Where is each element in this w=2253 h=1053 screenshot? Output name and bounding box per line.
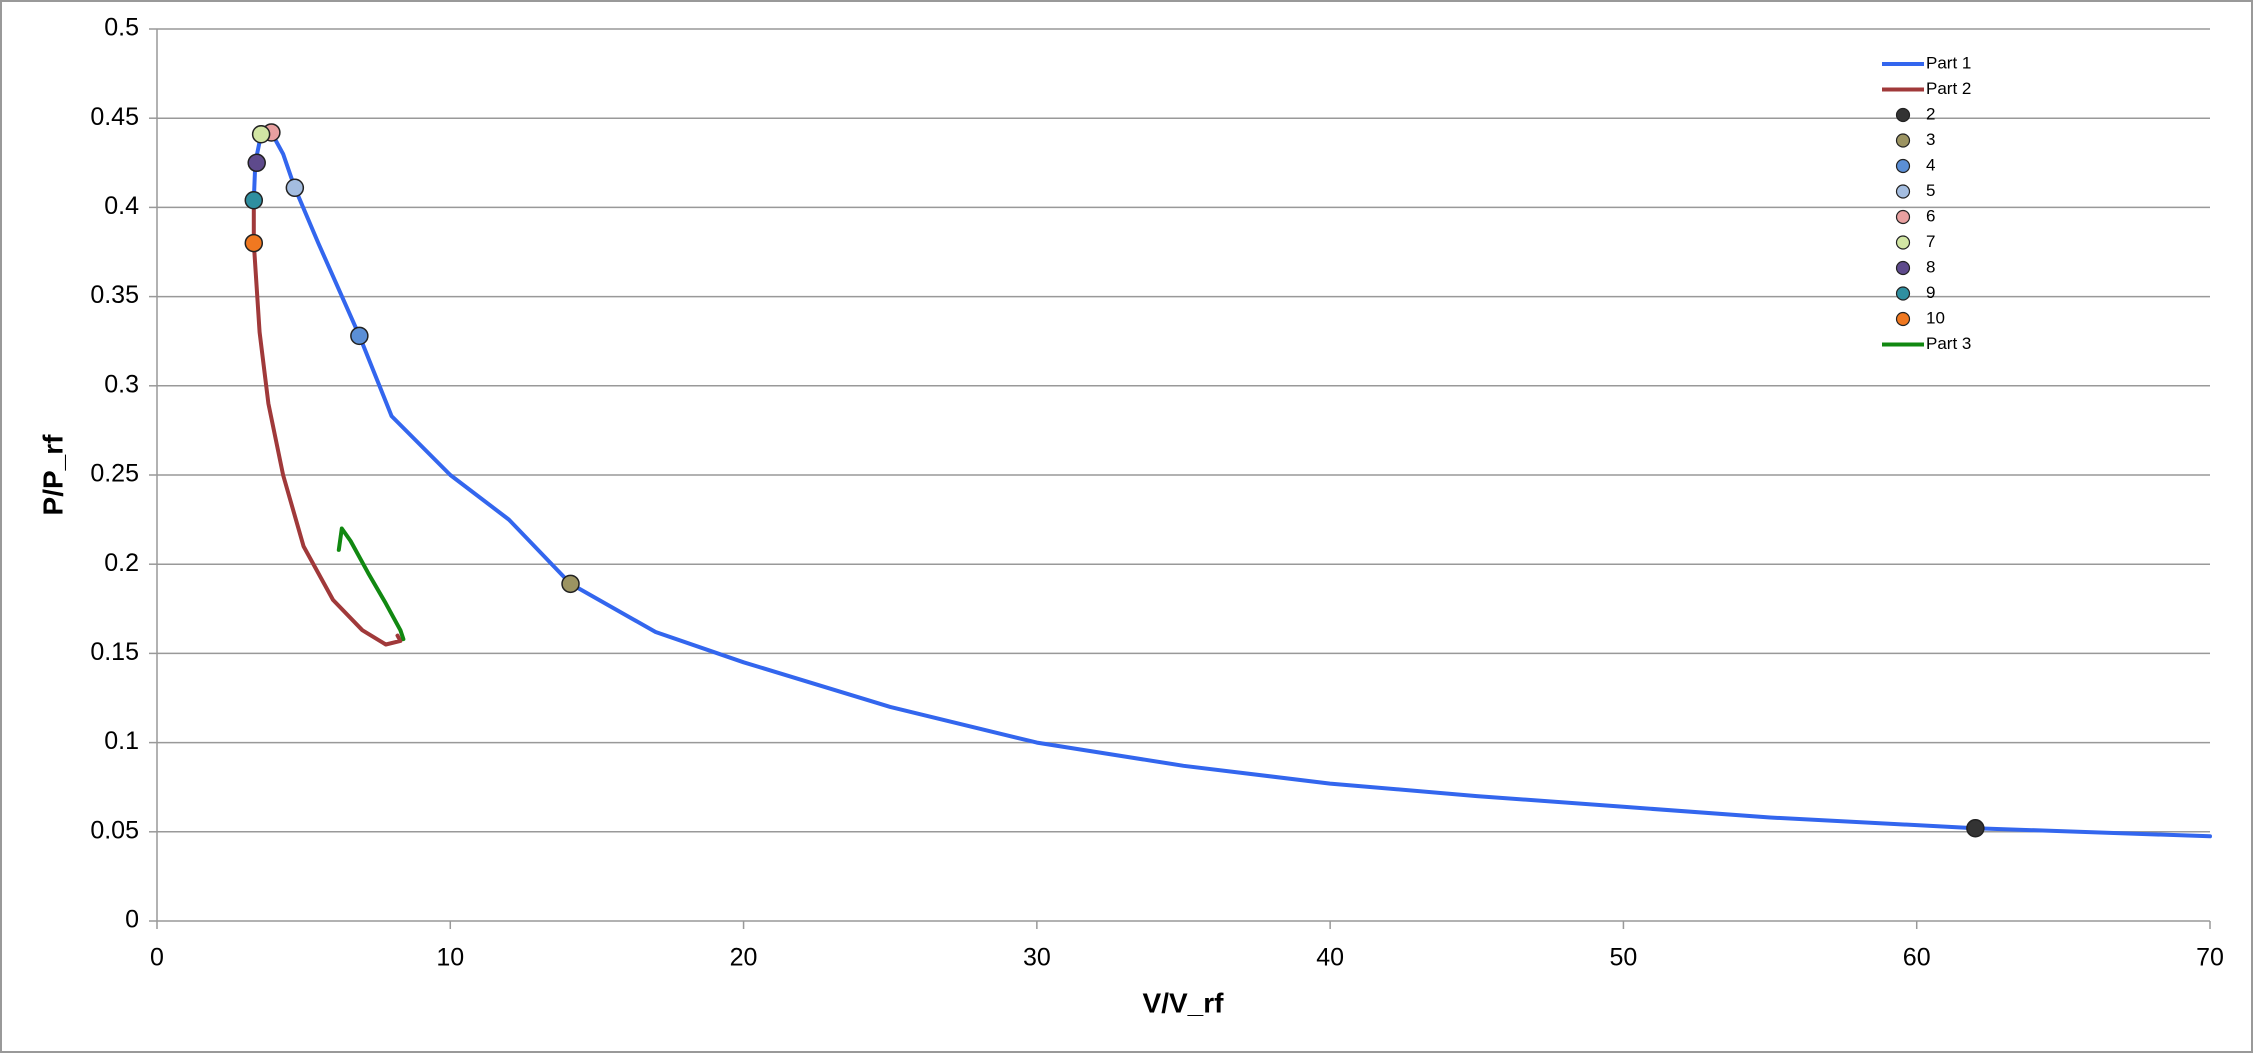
x-tick-label: 0 bbox=[150, 944, 164, 972]
legend-swatch bbox=[1895, 311, 1911, 327]
y-tick-label: 0 bbox=[125, 906, 139, 934]
point bbox=[244, 191, 264, 210]
legend-swatch bbox=[1895, 286, 1911, 301]
legend-label: 9 bbox=[1926, 283, 1935, 302]
legend-label: 3 bbox=[1926, 130, 1935, 149]
legend-label: Part 1 bbox=[1926, 53, 1971, 72]
legend-label: Part 3 bbox=[1926, 334, 1971, 353]
y-tick-label: 0.3 bbox=[104, 370, 139, 398]
point bbox=[244, 233, 264, 253]
y-tick-label: 0.35 bbox=[90, 281, 139, 309]
x-tick-label: 10 bbox=[436, 944, 464, 972]
x-axis-title: V/V_rf bbox=[1143, 987, 1225, 1018]
legend-label: 8 bbox=[1926, 257, 1935, 276]
y-axis-title: P/P_rf bbox=[37, 434, 68, 516]
y-tick-label: 0.4 bbox=[104, 192, 139, 220]
point bbox=[251, 125, 271, 144]
y-tick-label: 0.2 bbox=[104, 549, 139, 577]
legend-label: 2 bbox=[1926, 104, 1935, 123]
point bbox=[285, 178, 305, 198]
y-tick-label: 0.15 bbox=[90, 638, 139, 666]
x-tick-label: 30 bbox=[1023, 944, 1051, 972]
line bbox=[251, 205, 403, 647]
point bbox=[247, 153, 266, 173]
legend-swatch bbox=[1895, 235, 1911, 250]
x-tick-label: 50 bbox=[1610, 944, 1638, 972]
x-tick-label: 40 bbox=[1316, 944, 1344, 972]
y-tick-label: 0.5 bbox=[104, 14, 139, 42]
y-tick-label: 0.45 bbox=[90, 103, 139, 131]
legend-swatch bbox=[1895, 158, 1911, 174]
legend-label: Part 2 bbox=[1926, 79, 1971, 98]
point bbox=[350, 326, 369, 346]
legend-swatch bbox=[1895, 209, 1911, 225]
legend-swatch bbox=[1895, 260, 1911, 276]
x-tick-label: 70 bbox=[2196, 944, 2224, 972]
legend-label: 6 bbox=[1926, 206, 1935, 225]
x-tick-label: 60 bbox=[1903, 944, 1931, 972]
point bbox=[561, 574, 580, 594]
legend-swatch bbox=[1895, 133, 1911, 148]
x-tick-label: 20 bbox=[730, 944, 758, 972]
y-tick-label: 0.1 bbox=[104, 727, 139, 755]
legend-label: 10 bbox=[1926, 308, 1945, 327]
legend-swatch bbox=[1895, 107, 1911, 123]
legend-label: 4 bbox=[1926, 155, 1935, 174]
legend-swatch bbox=[1895, 184, 1911, 199]
line bbox=[336, 526, 406, 642]
legend-label: 7 bbox=[1926, 232, 1935, 251]
y-tick-label: 0.25 bbox=[90, 460, 139, 488]
legend-label: 5 bbox=[1926, 181, 1935, 200]
point bbox=[1966, 818, 1985, 838]
y-tick-label: 0.05 bbox=[90, 816, 139, 844]
